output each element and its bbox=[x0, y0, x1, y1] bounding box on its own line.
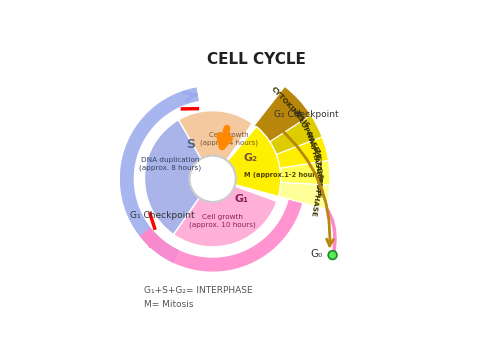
Text: TELOPHASE: TELOPHASE bbox=[292, 109, 320, 154]
Text: ANAPHASE: ANAPHASE bbox=[306, 130, 322, 174]
Wedge shape bbox=[212, 179, 330, 209]
Text: G₀: G₀ bbox=[310, 249, 323, 259]
Text: M= Mitosis: M= Mitosis bbox=[144, 299, 194, 309]
Text: G₁ Checkpoint: G₁ Checkpoint bbox=[130, 211, 194, 220]
Wedge shape bbox=[212, 115, 322, 179]
Text: G₁: G₁ bbox=[234, 194, 248, 204]
Wedge shape bbox=[212, 160, 330, 185]
Text: Cell growth
(approx. 10 hours): Cell growth (approx. 10 hours) bbox=[189, 214, 256, 228]
Text: Cell growth
(approx.4 hours): Cell growth (approx.4 hours) bbox=[200, 132, 258, 146]
Text: S: S bbox=[186, 138, 196, 151]
Wedge shape bbox=[212, 86, 311, 179]
Text: G₂ Checkpoint: G₂ Checkpoint bbox=[274, 110, 338, 119]
Circle shape bbox=[328, 251, 337, 259]
Wedge shape bbox=[144, 120, 212, 235]
Text: M (approx.1-2 hours): M (approx.1-2 hours) bbox=[244, 172, 322, 178]
Circle shape bbox=[190, 156, 236, 202]
Wedge shape bbox=[212, 137, 328, 179]
Text: G₁+S+G₂= INTERPHASE: G₁+S+G₂= INTERPHASE bbox=[144, 286, 253, 295]
Wedge shape bbox=[212, 123, 281, 202]
Text: DNA duplication
(approx. 8 hours): DNA duplication (approx. 8 hours) bbox=[140, 157, 202, 171]
Wedge shape bbox=[178, 111, 256, 179]
Text: G₂: G₂ bbox=[244, 153, 258, 163]
Wedge shape bbox=[174, 179, 279, 247]
FancyArrowPatch shape bbox=[304, 189, 335, 256]
Text: PROPHASE: PROPHASE bbox=[310, 173, 322, 217]
Text: CYTOKINESIS: CYTOKINESIS bbox=[270, 86, 310, 130]
Text: CELL CYCLE: CELL CYCLE bbox=[207, 52, 306, 67]
Text: METAPHASE: METAPHASE bbox=[313, 149, 322, 198]
Wedge shape bbox=[212, 127, 281, 196]
Wedge shape bbox=[212, 127, 281, 196]
